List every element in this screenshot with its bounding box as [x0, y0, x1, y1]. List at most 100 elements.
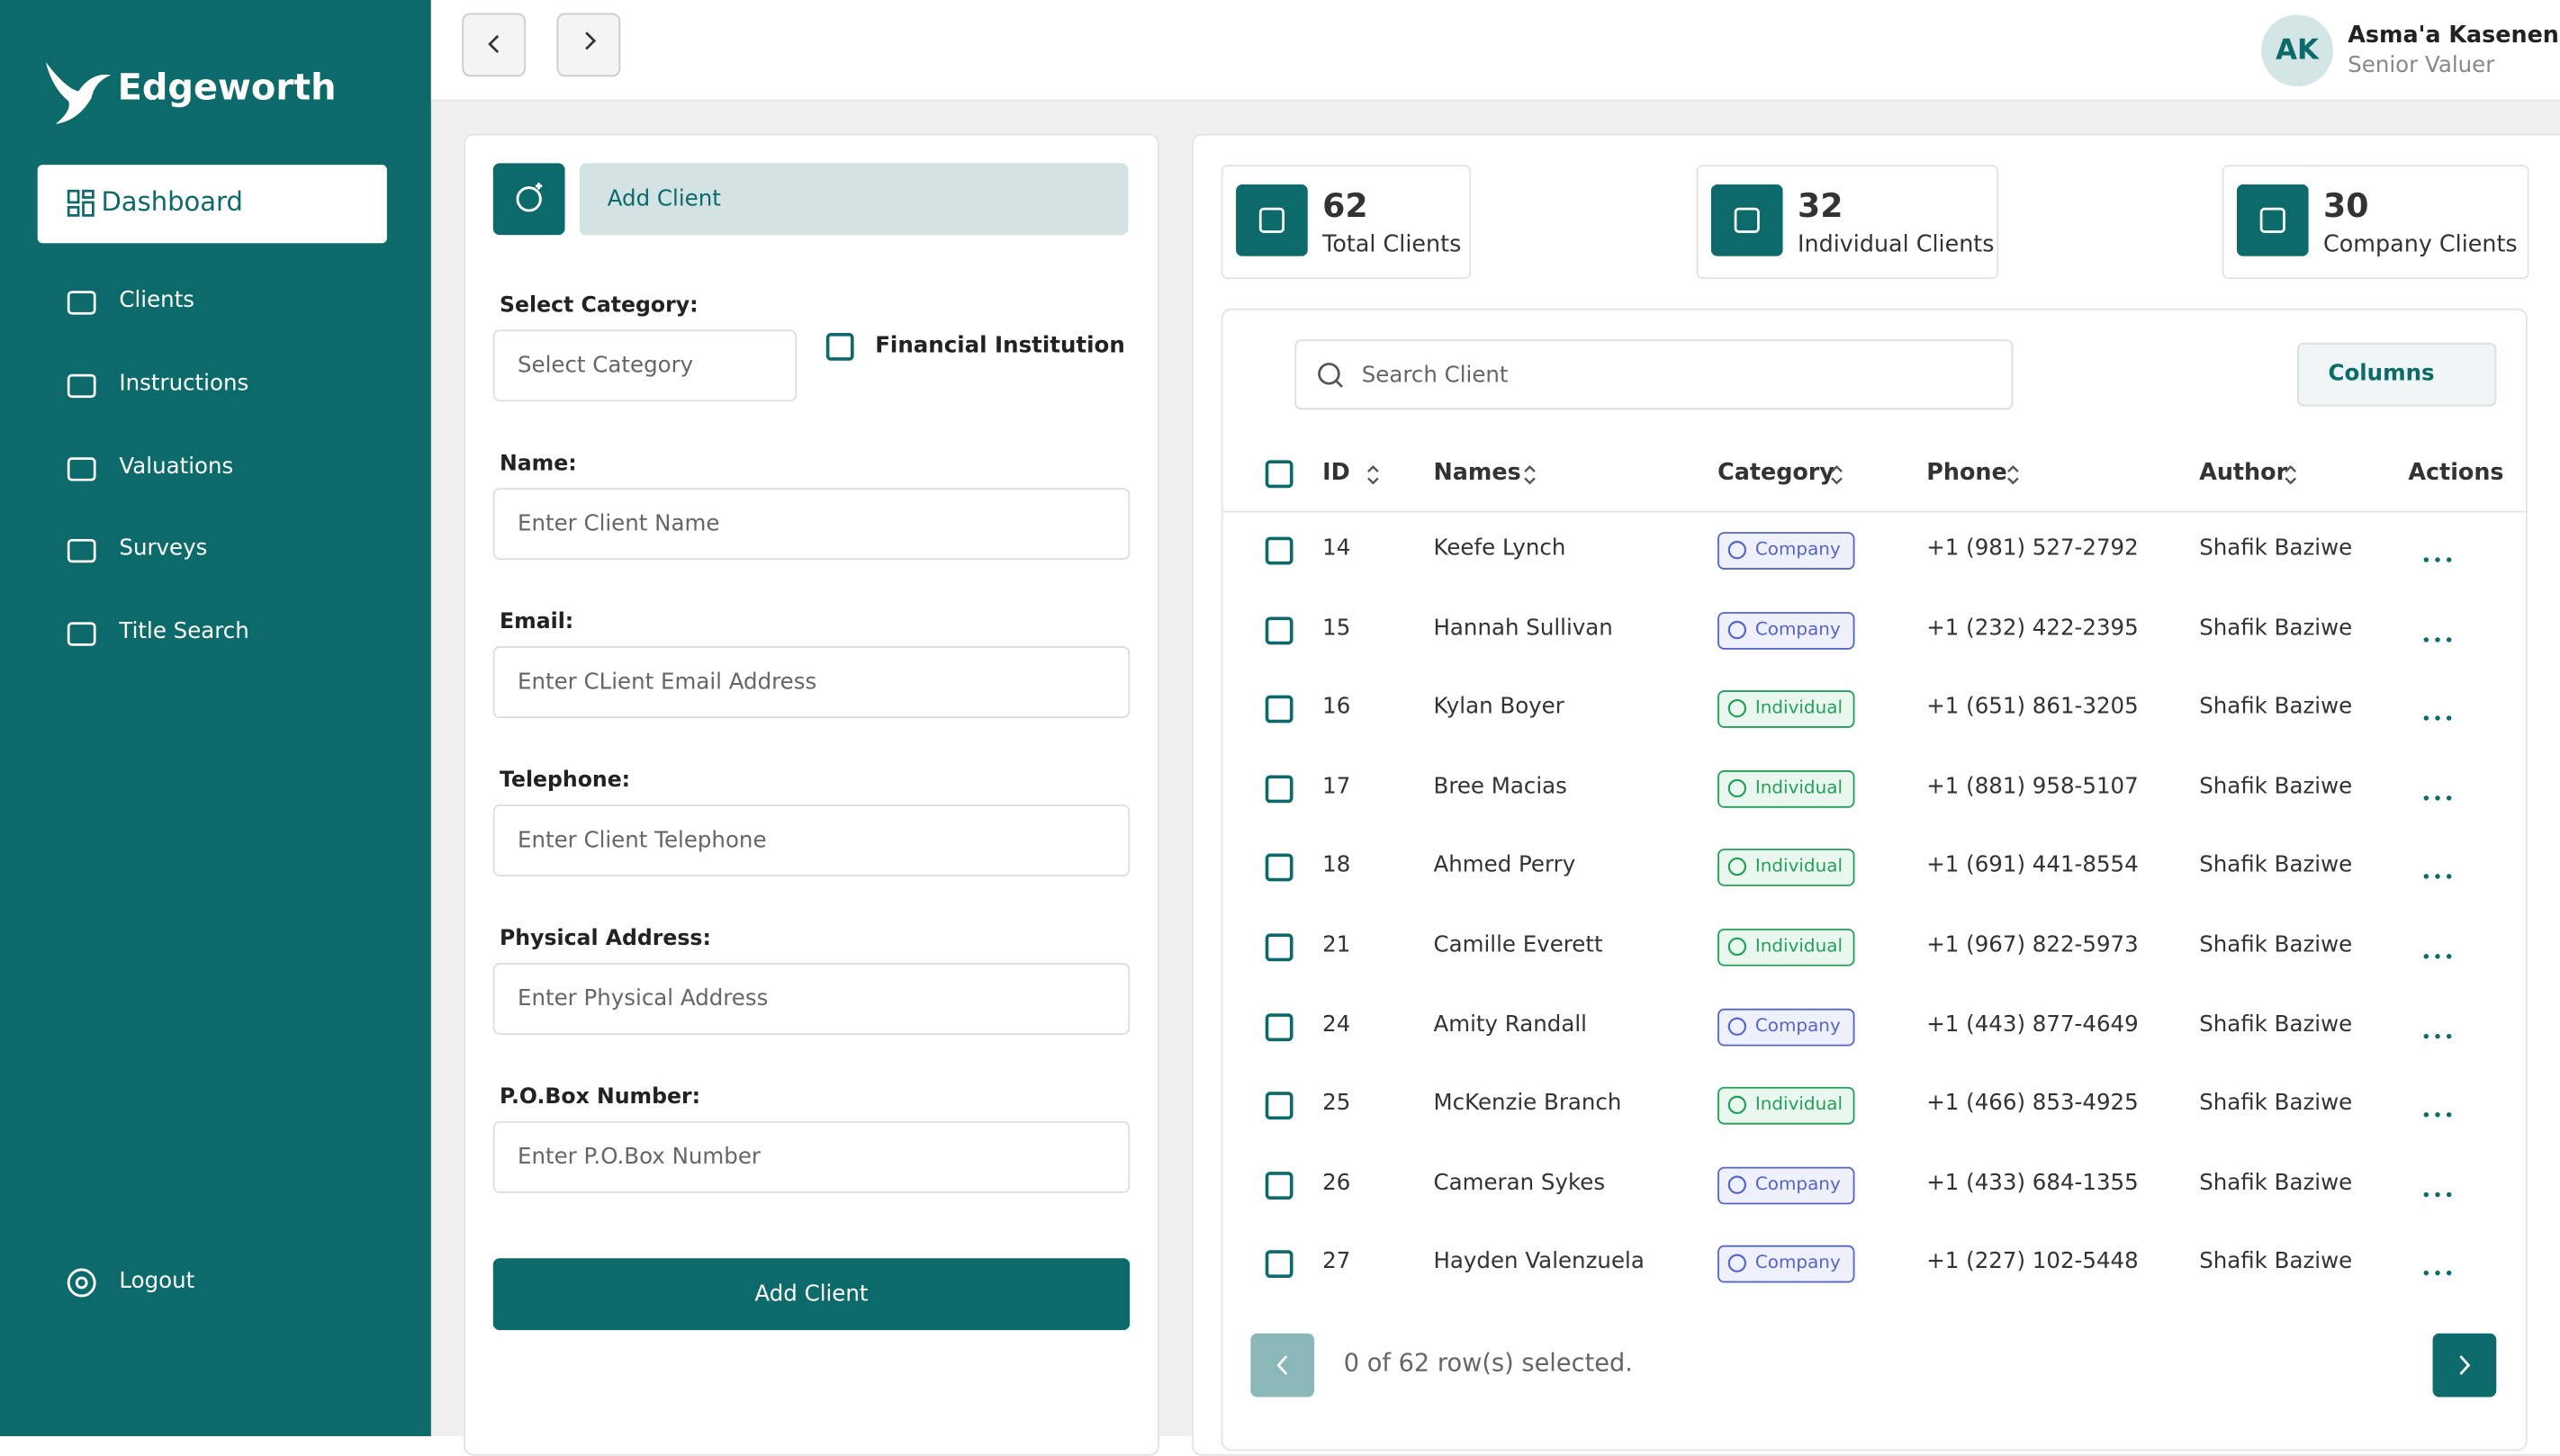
column-header[interactable]: Author — [2199, 460, 2288, 487]
search-icon — [1318, 363, 1343, 388]
cell-name: Bree Macias — [1433, 773, 1567, 800]
back-button[interactable] — [462, 13, 527, 77]
row-actions[interactable] — [2421, 704, 2454, 730]
cell-id: 17 — [1322, 773, 1351, 800]
row-actions[interactable] — [2421, 862, 2454, 888]
badge-icon — [1727, 540, 1747, 566]
cell-id: 27 — [1322, 1249, 1351, 1276]
badge: Individual — [1717, 849, 1855, 887]
field-input[interactable]: Enter P.O.Box Number — [492, 1120, 1131, 1193]
cell-name: Hayden Valenzuela — [1433, 1249, 1645, 1276]
cell-name: Amity Randall — [1433, 1011, 1587, 1038]
checkbox[interactable] — [1265, 1171, 1294, 1200]
row-actions[interactable] — [2421, 1259, 2454, 1285]
cell-phone: +1 (967) 822-5973 — [1926, 931, 2139, 958]
checkbox[interactable] — [1265, 854, 1294, 883]
column-header: Actions — [2408, 460, 2504, 487]
checkbox-label: Financial Institution — [875, 332, 1125, 359]
badge: Company — [1717, 1245, 1855, 1284]
checkbox[interactable] — [825, 332, 854, 361]
stat-value: 30 — [2323, 185, 2369, 226]
badge-icon — [1727, 937, 1747, 963]
row-actions[interactable] — [2421, 1180, 2454, 1206]
column-header[interactable]: Category — [1717, 460, 1834, 487]
badge: Individual — [1717, 928, 1855, 966]
cell-phone: +1 (881) 958-5107 — [1926, 773, 2139, 800]
nav-icon — [67, 189, 95, 223]
nav-item[interactable]: Dashboard — [101, 185, 243, 218]
field-input[interactable]: Enter CLient Email Address — [492, 646, 1131, 718]
cell-phone: +1 (443) 877-4649 — [1926, 1011, 2139, 1038]
checkbox[interactable] — [1265, 460, 1294, 489]
tab[interactable]: Add Client — [579, 163, 1129, 236]
cell-id: 14 — [1322, 535, 1351, 562]
nav-item[interactable]: Title Search — [119, 618, 249, 645]
nav-icon — [66, 452, 98, 491]
badge: Individual — [1717, 690, 1855, 729]
nav-item[interactable]: Valuations — [119, 453, 234, 480]
checkbox[interactable] — [1265, 933, 1294, 962]
row-actions[interactable] — [2421, 783, 2454, 809]
badge-icon — [1727, 1254, 1747, 1281]
forward-button[interactable] — [556, 13, 621, 77]
column-header[interactable]: Phone — [1926, 460, 2007, 487]
cell-id: 26 — [1322, 1169, 1351, 1197]
badge: Company — [1717, 1008, 1855, 1046]
nav-item[interactable]: Instructions — [119, 370, 249, 397]
brand: Edgeworth — [117, 68, 337, 110]
checkbox[interactable] — [1265, 1012, 1294, 1041]
cell-name: Ahmed Perry — [1433, 852, 1576, 879]
prev-page[interactable] — [1250, 1333, 1315, 1398]
nav-icon — [66, 369, 98, 409]
logout[interactable]: Logout — [119, 1268, 195, 1295]
nav-item[interactable]: Clients — [119, 287, 195, 314]
nav-icon — [66, 617, 98, 657]
next-page[interactable] — [2432, 1333, 2497, 1398]
row-actions[interactable] — [2421, 1021, 2454, 1047]
columns-button[interactable]: Columns — [2297, 342, 2497, 407]
cell-author: Shafik Baziwe — [2199, 1169, 2353, 1197]
stat-label: Individual Clients — [1797, 231, 1995, 258]
row-actions[interactable] — [2421, 625, 2454, 651]
user-name: Asma'a Kasenene — [2348, 22, 2560, 49]
row-actions[interactable] — [2421, 545, 2454, 571]
column-header[interactable]: Names — [1433, 460, 1521, 487]
badge-icon — [1727, 619, 1747, 645]
submit-button[interactable]: Add Client — [492, 1258, 1131, 1331]
cell-author: Shafik Baziwe — [2199, 931, 2353, 958]
stat-label: Total Clients — [1322, 231, 1462, 258]
checkbox[interactable] — [1265, 616, 1294, 644]
field-label: P.O.Box Number: — [500, 1085, 701, 1110]
checkbox[interactable] — [1265, 536, 1294, 565]
search[interactable]: Search Client — [1294, 339, 2014, 410]
checkbox[interactable] — [1265, 775, 1294, 803]
cell-name: Hannah Sullivan — [1433, 614, 1613, 642]
cell-phone: +1 (227) 102-5448 — [1926, 1249, 2139, 1276]
cell-id: 21 — [1322, 931, 1351, 958]
stat-icon — [1710, 184, 1783, 263]
row-actions[interactable] — [2421, 1101, 2454, 1127]
badge: Company — [1717, 532, 1855, 570]
field-input[interactable]: Enter Client Telephone — [492, 804, 1131, 876]
field-input[interactable]: Enter Client Name — [492, 488, 1131, 561]
checkbox[interactable] — [1265, 1092, 1294, 1120]
cell-author: Shafik Baziwe — [2199, 773, 2353, 800]
field-input[interactable]: Enter Physical Address — [492, 963, 1131, 1035]
row-actions[interactable] — [2421, 941, 2454, 967]
nav-active[interactable] — [37, 165, 387, 244]
cell-name: McKenzie Branch — [1433, 1090, 1622, 1117]
cell-author: Shafik Baziwe — [2199, 614, 2353, 642]
cell-id: 15 — [1322, 614, 1351, 642]
logout-icon — [67, 1268, 96, 1298]
cell-name: Kylan Boyer — [1433, 694, 1564, 721]
badge: Individual — [1717, 1087, 1855, 1125]
checkbox[interactable] — [1265, 1250, 1294, 1279]
cell-id: 25 — [1322, 1090, 1351, 1117]
category-select[interactable]: Select Category — [492, 329, 798, 402]
column-header[interactable]: ID — [1322, 460, 1350, 487]
badge-icon — [1727, 1174, 1747, 1200]
stat-value: 32 — [1797, 185, 1843, 226]
nav-item[interactable]: Surveys — [119, 535, 208, 562]
cell-phone: +1 (232) 422-2395 — [1926, 614, 2139, 642]
checkbox[interactable] — [1265, 695, 1294, 724]
